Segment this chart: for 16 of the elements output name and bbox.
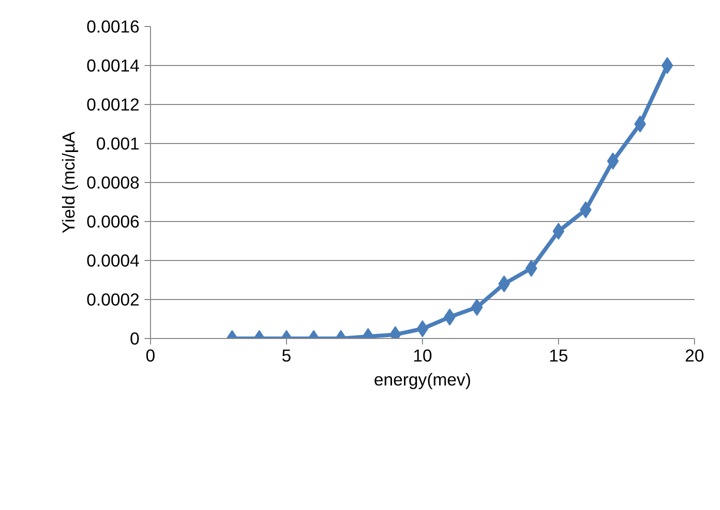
y-tick-label: 0.0006 [86, 212, 140, 232]
x-tick-label: 15 [548, 346, 568, 366]
x-axis-title: energy(mev) [374, 370, 472, 390]
y-axis-title: Yield (mci/µA [58, 131, 78, 234]
y-tick-label: 0.0012 [86, 94, 140, 114]
x-tick-label: 20 [684, 346, 704, 366]
y-tick-label: 0.0008 [86, 172, 140, 192]
y-tick-label: 0.0002 [86, 290, 140, 310]
x-tick-label: 0 [146, 346, 156, 366]
y-tick-label: 0.001 [96, 134, 140, 154]
y-tick-label: 0.0014 [86, 56, 140, 76]
x-tick-label: 5 [282, 346, 292, 366]
y-tick-label: 0 [130, 328, 140, 348]
y-tick-label: 0.0016 [86, 16, 140, 36]
y-tick-label: 0.0004 [86, 250, 140, 270]
x-tick-label: 10 [412, 346, 432, 366]
